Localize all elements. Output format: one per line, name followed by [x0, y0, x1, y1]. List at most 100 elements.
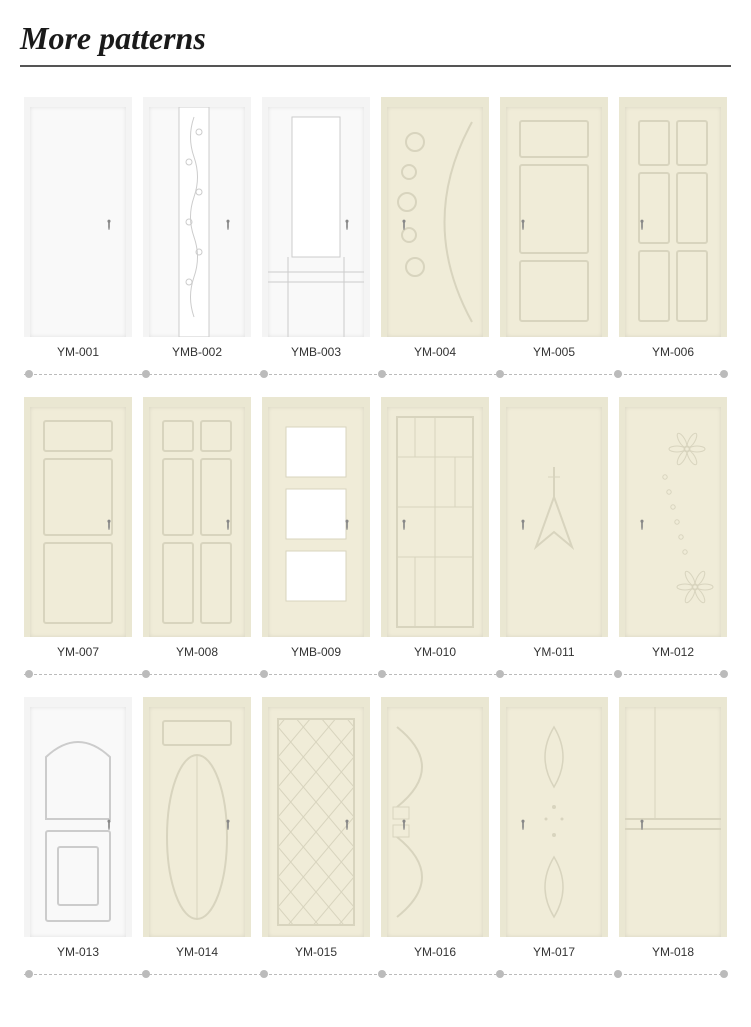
divider-dot-icon [142, 970, 150, 978]
door-image [619, 397, 727, 637]
divider-dot-icon [25, 370, 33, 378]
divider-dot-icon [496, 370, 504, 378]
divider-dot-icon [614, 970, 622, 978]
door-cell: YM-001 [24, 97, 132, 363]
door-label: YM-011 [533, 645, 574, 659]
door-label: YMB-009 [291, 645, 341, 659]
divider-dot-icon [25, 670, 33, 678]
door-handle-icon [340, 517, 354, 531]
divider-dot-icon [720, 670, 728, 678]
door-image [619, 97, 727, 337]
door-handle-icon [340, 817, 354, 831]
door-label: YM-016 [414, 945, 456, 959]
door-image [500, 697, 608, 937]
divider-dot-icon [142, 670, 150, 678]
door-handle-icon [221, 517, 235, 531]
door-image [143, 97, 251, 337]
door-handle-icon [102, 217, 116, 231]
row-divider [20, 665, 731, 683]
door-grid: YM-001 YMB-002 [20, 97, 731, 997]
door-image [500, 97, 608, 337]
door-image [619, 697, 727, 937]
door-label: YM-017 [533, 945, 575, 959]
door-cell: YM-012 [619, 397, 727, 663]
door-label: YM-013 [57, 945, 99, 959]
door-handle-icon [340, 217, 354, 231]
door-cell: YMB-002 [143, 97, 251, 363]
door-cell: YM-006 [619, 97, 727, 363]
door-cell: YM-014 [143, 697, 251, 963]
door-handle-icon [635, 817, 649, 831]
door-handle-icon [221, 217, 235, 231]
door-cell: YM-017 [500, 697, 608, 963]
door-label: YM-018 [652, 945, 694, 959]
door-handle-icon [102, 517, 116, 531]
door-label: YM-014 [176, 945, 218, 959]
door-image [24, 97, 132, 337]
door-label: YM-010 [414, 645, 456, 659]
door-handle-icon [516, 217, 530, 231]
door-cell: YM-004 [381, 97, 489, 363]
divider-dot-icon [260, 970, 268, 978]
door-image [24, 697, 132, 937]
door-label: YM-007 [57, 645, 99, 659]
door-cell: YM-015 [262, 697, 370, 963]
door-cell: YM-013 [24, 697, 132, 963]
door-image [24, 397, 132, 637]
divider-dot-icon [496, 970, 504, 978]
divider-dot-icon [25, 970, 33, 978]
door-cell: YM-008 [143, 397, 251, 663]
door-cell: YMB-009 [262, 397, 370, 663]
divider-dot-icon [720, 370, 728, 378]
door-handle-icon [635, 217, 649, 231]
door-label: YM-001 [57, 345, 99, 359]
door-label: YM-008 [176, 645, 218, 659]
door-row: YM-001 YMB-002 [20, 97, 731, 363]
door-cell: YMB-003 [262, 97, 370, 363]
door-image [381, 397, 489, 637]
door-cell: YM-016 [381, 697, 489, 963]
catalog-page: More patterns YM-001 [0, 0, 751, 1027]
divider-dot-icon [720, 970, 728, 978]
door-handle-icon [397, 217, 411, 231]
door-label: YMB-003 [291, 345, 341, 359]
door-image [262, 97, 370, 337]
divider-dot-icon [260, 670, 268, 678]
door-handle-icon [516, 817, 530, 831]
door-row: YM-013 YM-014 [20, 697, 731, 963]
door-image [262, 697, 370, 937]
door-image [143, 397, 251, 637]
door-label: YM-012 [652, 645, 694, 659]
door-label: YM-004 [414, 345, 456, 359]
divider-dot-icon [378, 670, 386, 678]
door-row: YM-007 YM-008 [20, 397, 731, 663]
door-handle-icon [516, 517, 530, 531]
door-label: YM-006 [652, 345, 694, 359]
door-cell: YM-018 [619, 697, 727, 963]
row-divider [20, 365, 731, 383]
door-handle-icon [635, 517, 649, 531]
door-handle-icon [102, 817, 116, 831]
door-image [500, 397, 608, 637]
door-handle-icon [397, 817, 411, 831]
door-cell: YM-007 [24, 397, 132, 663]
door-image [381, 697, 489, 937]
door-image [381, 97, 489, 337]
door-cell: YM-011 [500, 397, 608, 663]
door-label: YMB-002 [172, 345, 222, 359]
page-title: More patterns [20, 20, 731, 67]
divider-dot-icon [142, 370, 150, 378]
door-label: YM-005 [533, 345, 575, 359]
divider-dot-icon [614, 370, 622, 378]
divider-dot-icon [378, 970, 386, 978]
door-cell: YM-005 [500, 97, 608, 363]
divider-dot-icon [496, 670, 504, 678]
door-handle-icon [397, 517, 411, 531]
row-divider [20, 965, 731, 983]
divider-dot-icon [260, 370, 268, 378]
divider-dot-icon [614, 670, 622, 678]
door-image [143, 697, 251, 937]
door-label: YM-015 [295, 945, 337, 959]
door-handle-icon [221, 817, 235, 831]
door-image [262, 397, 370, 637]
